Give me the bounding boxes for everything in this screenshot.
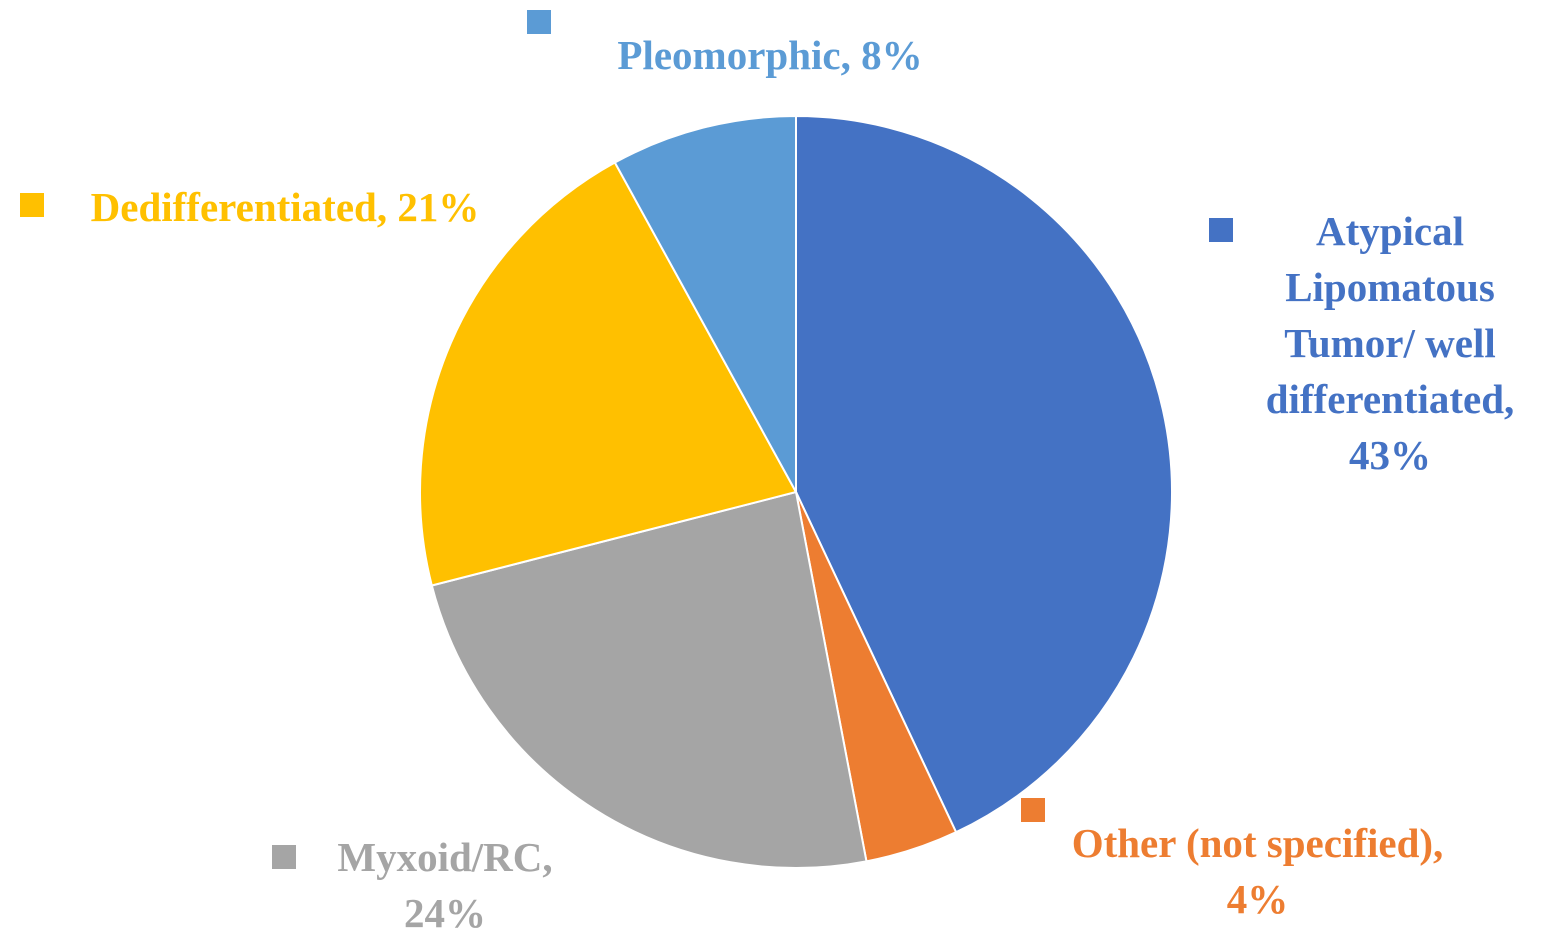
data-label: Myxoid/RC, 24% bbox=[337, 834, 553, 936]
data-label: Atypical Lipomatous Tumor/ well differen… bbox=[1265, 208, 1515, 478]
category-label: Atypical Lipomatous Tumor/ well differen… bbox=[1265, 208, 1505, 422]
legend-marker bbox=[527, 10, 551, 34]
legend-marker bbox=[1209, 218, 1233, 242]
category-label: Myxoid/RC bbox=[337, 834, 543, 880]
data-label: Other (not specified), 4% bbox=[1071, 820, 1444, 922]
data-label: Dedifferentiated, 21% bbox=[90, 184, 480, 230]
pie-slice bbox=[613, 114, 797, 493]
pie-slice bbox=[795, 114, 1173, 834]
legend-marker bbox=[272, 845, 296, 869]
pie-slice bbox=[430, 490, 868, 869]
legend-marker bbox=[1021, 798, 1045, 822]
category-label: Other (not specified) bbox=[1071, 820, 1434, 866]
value-label: 8% bbox=[861, 32, 923, 78]
value-label: 4% bbox=[1226, 876, 1289, 922]
pie-slice bbox=[419, 161, 798, 587]
value-label: 21% bbox=[397, 184, 480, 230]
value-label: 24% bbox=[404, 890, 486, 936]
value-label: 43% bbox=[1349, 432, 1431, 478]
category-label: Pleomorphic bbox=[617, 32, 841, 78]
data-label: Pleomorphic, 8% bbox=[617, 32, 923, 78]
category-label: Dedifferentiated bbox=[90, 184, 377, 230]
legend-marker bbox=[20, 193, 44, 217]
